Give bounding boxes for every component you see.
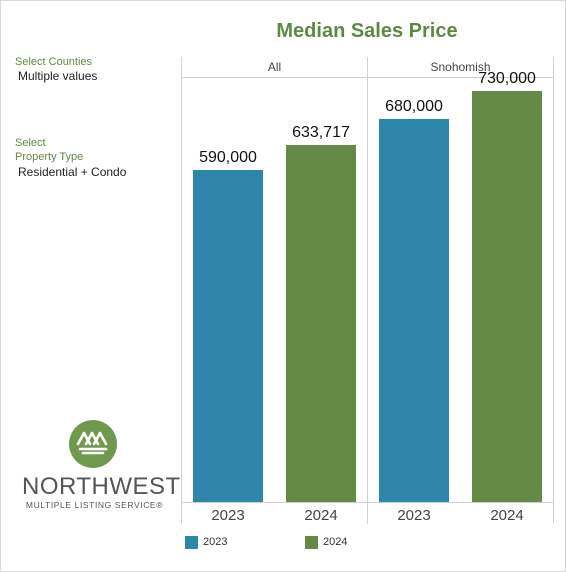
chart-title: Median Sales Price [276,20,458,42]
x-tick-all-2023: 2023 [211,507,245,524]
data-label-all-2024: 633,717 [292,124,350,141]
legend-label-2023: 2023 [203,536,228,548]
bar-snohomish-2024[interactable] [472,91,542,502]
counties-filter-label: Select Counties [15,56,93,68]
property-type-label-line2: Property Type [15,151,84,163]
house-roofs-icon [69,420,117,468]
right-border [553,57,554,524]
left-border [181,57,182,524]
bar-all-2024[interactable] [286,145,356,502]
legend-item-2024[interactable]: 2024 [305,534,347,550]
legend-label-2024: 2024 [323,536,348,548]
panel-header-snohomish: Snohomish [430,60,491,74]
x-tick-snohomish-2024: 2024 [490,507,524,524]
data-label-all-2023: 590,000 [199,149,257,166]
property-type-label-line1: Select [15,137,46,149]
legend-swatch-2024 [305,535,318,549]
data-label-snohomish-2023: 680,000 [385,98,443,115]
counties-filter-value[interactable]: Multiple values [18,69,98,83]
x-tick-snohomish-2023: 2023 [397,507,431,524]
x-tick-all-2024: 2024 [304,507,338,524]
property-type-filter-value[interactable]: Residential + Condo [18,165,127,179]
legend-swatch-2023 [185,535,198,549]
bar-snohomish-2023[interactable] [379,119,449,502]
bar-all-2023[interactable] [193,170,263,502]
legend-item-2023[interactable]: 2023 [185,534,227,550]
panel-divider [367,57,368,524]
panel-header-all: All [267,60,282,74]
logo-tagline: MULTIPLE LISTING SERVICE® [25,500,164,510]
data-label-snohomish-2024: 730,000 [478,70,536,87]
logo-name: NORTHWEST [22,473,181,500]
